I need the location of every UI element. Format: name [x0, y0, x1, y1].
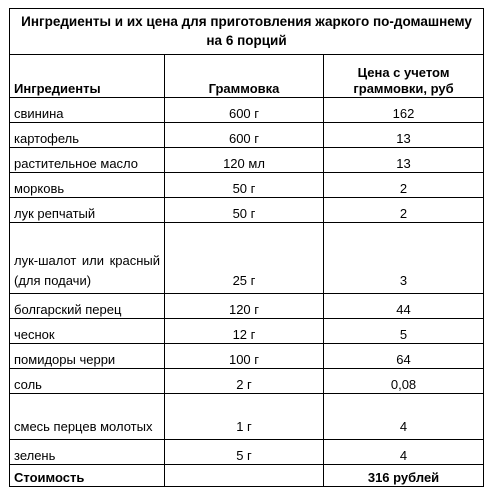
ingredient-price: 2	[322, 172, 485, 198]
ingredient-name: картофель	[9, 122, 165, 148]
ingredient-amount: 120 г	[164, 293, 324, 319]
table-title-row: Ингредиенты и их цена для приготовления …	[8, 8, 485, 55]
ingredient-price: 4	[322, 393, 485, 440]
ingredient-name: соль	[9, 368, 165, 394]
ingredient-name: лук репчатый	[9, 197, 165, 223]
total-empty-cell	[164, 464, 324, 487]
ingredient-price: 3	[322, 222, 485, 294]
ingredient-price: 162	[322, 97, 485, 123]
ingredient-price: 13	[322, 147, 485, 173]
ingredient-amount: 120 мл	[164, 147, 324, 173]
ingredient-name: морковь	[9, 172, 165, 198]
ingredient-amount: 2 г	[164, 368, 324, 394]
ingredient-amount: 50 г	[164, 172, 324, 198]
table-total-row: Стоимость 316 рублей	[9, 464, 485, 487]
table-row: растительное масло 120 мл 13	[9, 147, 485, 173]
ingredient-price: 0,08	[322, 368, 485, 394]
header-amount: Граммовка	[164, 54, 324, 98]
ingredient-name: свинина	[9, 97, 165, 123]
ingredient-amount: 5 г	[164, 439, 324, 465]
ingredient-name: растительное масло	[9, 147, 165, 173]
ingredients-price-table-container: Ингредиенты и их цена для приготовления …	[8, 8, 485, 487]
ingredient-name: зелень	[9, 439, 165, 465]
table-row: лук-шалот или красный (для подачи) 25 г …	[9, 222, 485, 294]
ingredient-name: чеснок	[9, 318, 165, 344]
ingredient-amount: 600 г	[164, 122, 324, 148]
header-price: Цена с учетом граммовки, руб	[322, 54, 485, 98]
ingredient-amount: 600 г	[164, 97, 324, 123]
ingredient-amount: 100 г	[164, 343, 324, 369]
table-row: помидоры черри 100 г 64	[9, 343, 485, 369]
ingredient-name: болгарский перец	[9, 293, 165, 319]
ingredient-price: 64	[322, 343, 485, 369]
ingredient-amount: 1 г	[164, 393, 324, 440]
table-row: болгарский перец 120 г 44	[9, 293, 485, 319]
table-row: соль 2 г 0,08	[9, 368, 485, 394]
ingredient-amount: 25 г	[164, 222, 324, 294]
table-row: картофель 600 г 13	[9, 122, 485, 148]
ingredient-name: лук-шалот или красный (для подачи)	[9, 222, 165, 294]
ingredient-price: 4	[322, 439, 485, 465]
table-row: свинина 600 г 162	[9, 97, 485, 123]
ingredients-price-table: Ингредиенты и их цена для приготовления …	[8, 8, 485, 487]
ingredient-amount: 50 г	[164, 197, 324, 223]
ingredient-price: 5	[322, 318, 485, 344]
total-value: 316 рублей	[322, 464, 485, 487]
table-title: Ингредиенты и их цена для приготовления …	[8, 8, 485, 55]
ingredient-name: смесь перцев молотых	[9, 393, 165, 440]
table-header-row: Ингредиенты Граммовка Цена с учетом грам…	[9, 54, 485, 98]
table-row: смесь перцев молотых 1 г 4	[9, 393, 485, 440]
table-row: зелень 5 г 4	[9, 439, 485, 465]
ingredient-amount: 12 г	[164, 318, 324, 344]
table-row: морковь 50 г 2	[9, 172, 485, 198]
ingredient-price: 13	[322, 122, 485, 148]
header-ingredients: Ингредиенты	[9, 54, 165, 98]
ingredient-name: помидоры черри	[9, 343, 165, 369]
table-row: чеснок 12 г 5	[9, 318, 485, 344]
total-label: Стоимость	[9, 464, 165, 487]
ingredient-price: 44	[322, 293, 485, 319]
table-row: лук репчатый 50 г 2	[9, 197, 485, 223]
ingredient-price: 2	[322, 197, 485, 223]
